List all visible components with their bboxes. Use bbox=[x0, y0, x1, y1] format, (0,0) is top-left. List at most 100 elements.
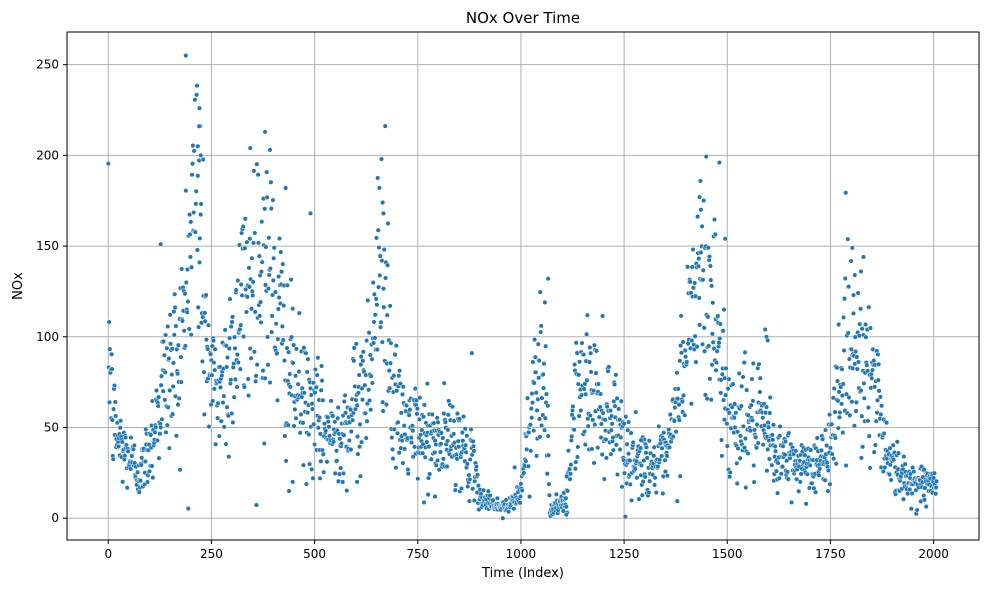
data-point bbox=[229, 319, 235, 325]
axis-ticks: 0 250 500 750 1000 1250 1500 1750 2000 0 50 100 150 2… bbox=[36, 58, 949, 561]
data-point bbox=[176, 395, 182, 401]
data-point bbox=[776, 475, 782, 481]
data-point bbox=[494, 495, 500, 501]
data-point bbox=[218, 418, 224, 424]
data-point bbox=[701, 198, 707, 204]
data-point bbox=[744, 387, 750, 393]
data-point bbox=[675, 396, 681, 402]
data-point bbox=[155, 403, 161, 409]
data-point bbox=[393, 465, 399, 471]
data-point bbox=[183, 53, 189, 59]
data-point bbox=[189, 264, 195, 270]
data-point bbox=[303, 481, 309, 487]
data-point bbox=[528, 448, 534, 454]
data-point bbox=[695, 214, 701, 220]
data-point bbox=[196, 123, 202, 129]
data-point bbox=[188, 332, 194, 338]
data-point bbox=[777, 433, 783, 439]
data-point bbox=[765, 337, 771, 343]
data-point bbox=[797, 479, 803, 485]
data-point bbox=[401, 423, 407, 429]
data-point bbox=[208, 351, 214, 357]
data-point bbox=[254, 161, 260, 167]
data-point bbox=[173, 323, 179, 329]
data-point bbox=[309, 406, 316, 412]
data-point bbox=[245, 376, 251, 382]
data-point bbox=[202, 310, 208, 316]
data-point bbox=[281, 303, 287, 309]
data-point bbox=[842, 275, 848, 282]
data-point bbox=[674, 498, 680, 504]
data-point bbox=[854, 354, 860, 360]
data-point bbox=[613, 372, 619, 378]
data-point bbox=[234, 352, 240, 358]
data-point bbox=[217, 384, 224, 390]
data-point bbox=[676, 417, 682, 423]
data-point bbox=[747, 428, 753, 434]
data-point bbox=[384, 312, 390, 318]
data-point bbox=[598, 421, 604, 427]
data-point bbox=[153, 424, 159, 430]
data-point bbox=[150, 475, 156, 481]
data-point bbox=[866, 304, 872, 310]
data-point bbox=[376, 185, 382, 191]
data-point bbox=[850, 292, 857, 298]
data-point bbox=[537, 289, 543, 295]
data-point bbox=[709, 283, 715, 289]
data-point bbox=[463, 442, 469, 448]
data-point bbox=[860, 254, 867, 260]
data-point bbox=[587, 344, 593, 351]
data-point bbox=[363, 435, 369, 441]
data-point bbox=[543, 391, 550, 397]
data-point bbox=[576, 413, 582, 419]
data-point bbox=[677, 473, 683, 479]
data-point bbox=[872, 442, 878, 448]
x-tick-label: 1500 bbox=[712, 547, 743, 561]
data-point bbox=[202, 318, 208, 324]
data-point bbox=[337, 436, 343, 442]
data-point bbox=[697, 194, 703, 200]
data-point bbox=[609, 421, 615, 427]
y-tick-label: 200 bbox=[36, 148, 59, 162]
data-point bbox=[888, 477, 894, 483]
data-point bbox=[274, 397, 281, 403]
data-point bbox=[595, 445, 601, 451]
data-point bbox=[593, 370, 599, 376]
data-point bbox=[724, 421, 730, 427]
data-point bbox=[529, 391, 535, 397]
data-point bbox=[662, 469, 668, 475]
data-point bbox=[148, 432, 154, 438]
data-point bbox=[376, 284, 382, 290]
data-point bbox=[158, 382, 164, 388]
data-point bbox=[374, 302, 380, 308]
data-point bbox=[738, 403, 744, 409]
data-point bbox=[192, 97, 198, 103]
data-point bbox=[429, 411, 435, 417]
data-point bbox=[244, 294, 250, 300]
data-point bbox=[831, 456, 837, 462]
data-point bbox=[537, 434, 543, 440]
data-point bbox=[283, 185, 289, 191]
data-point bbox=[432, 493, 438, 500]
data-point bbox=[756, 361, 762, 367]
data-point bbox=[623, 414, 629, 420]
data-point bbox=[581, 386, 587, 392]
data-point bbox=[290, 306, 296, 312]
data-point bbox=[647, 478, 653, 484]
data-point bbox=[201, 369, 207, 375]
data-point bbox=[105, 161, 111, 167]
data-point bbox=[914, 507, 920, 513]
data-point bbox=[279, 323, 285, 329]
x-tick-label: 1750 bbox=[815, 547, 846, 561]
data-point bbox=[563, 495, 569, 501]
data-point bbox=[858, 268, 864, 275]
data-point bbox=[727, 474, 733, 480]
data-point bbox=[348, 447, 354, 453]
data-point bbox=[684, 359, 690, 365]
data-point bbox=[683, 354, 689, 360]
data-point bbox=[259, 219, 265, 225]
data-point bbox=[371, 291, 377, 297]
data-point bbox=[265, 334, 271, 340]
data-point bbox=[353, 341, 359, 347]
data-point bbox=[820, 436, 826, 442]
